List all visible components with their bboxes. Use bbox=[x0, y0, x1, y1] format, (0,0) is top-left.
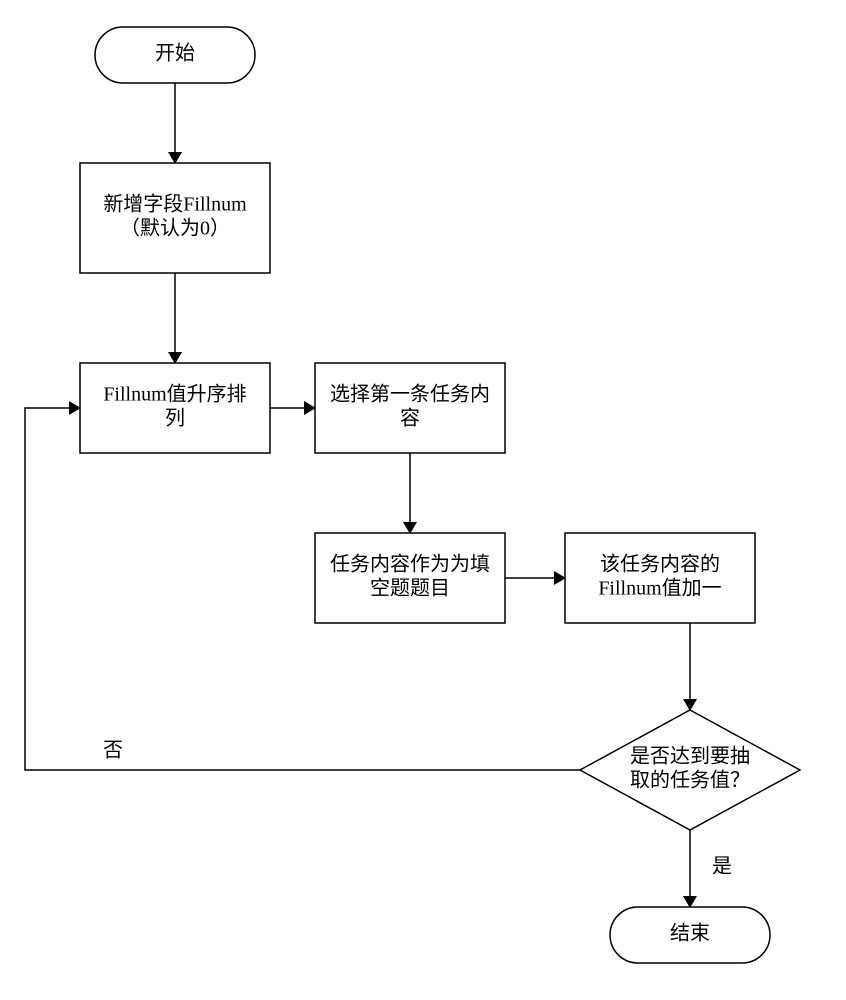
svg-text:Fillnum值升序排: Fillnum值升序排 bbox=[103, 383, 246, 406]
node-d1: 是否达到要抽取的任务值？ bbox=[580, 710, 800, 830]
svg-text:开始: 开始 bbox=[155, 42, 195, 65]
svg-text:是否达到要抽: 是否达到要抽 bbox=[630, 745, 750, 768]
svg-text:新增字段Fillnum: 新增字段Fillnum bbox=[103, 193, 247, 216]
svg-text:Fillnum值加一: Fillnum值加一 bbox=[598, 577, 721, 600]
node-n4: 任务内容作为为填空题题目 bbox=[315, 533, 505, 623]
svg-text:容: 容 bbox=[400, 407, 420, 430]
svg-text:列: 列 bbox=[165, 407, 185, 430]
svg-text:该任务内容的: 该任务内容的 bbox=[600, 553, 720, 576]
edge-label: 否 bbox=[103, 740, 123, 762]
node-n1: 新增字段Fillnum（默认为0） bbox=[80, 163, 270, 273]
edge-d1-end: 是 bbox=[690, 830, 732, 907]
flowchart: 是否 开始新增字段Fillnum（默认为0）Fillnum值升序排列选择第一条任… bbox=[0, 0, 846, 1000]
svg-text:取的任务值？: 取的任务值？ bbox=[630, 769, 750, 792]
svg-text:结束: 结束 bbox=[670, 922, 710, 945]
svg-text:（默认为0）: （默认为0） bbox=[120, 217, 230, 240]
edge-label: 是 bbox=[712, 856, 732, 878]
node-n2: Fillnum值升序排列 bbox=[80, 363, 270, 453]
node-n5: 该任务内容的Fillnum值加一 bbox=[565, 533, 755, 623]
node-end: 结束 bbox=[610, 907, 770, 963]
node-n3: 选择第一条任务内容 bbox=[315, 363, 505, 453]
node-start: 开始 bbox=[95, 27, 255, 83]
svg-text:选择第一条任务内: 选择第一条任务内 bbox=[330, 383, 490, 406]
svg-text:空题题目: 空题题目 bbox=[370, 577, 450, 600]
svg-text:任务内容作为为填: 任务内容作为为填 bbox=[330, 553, 490, 576]
